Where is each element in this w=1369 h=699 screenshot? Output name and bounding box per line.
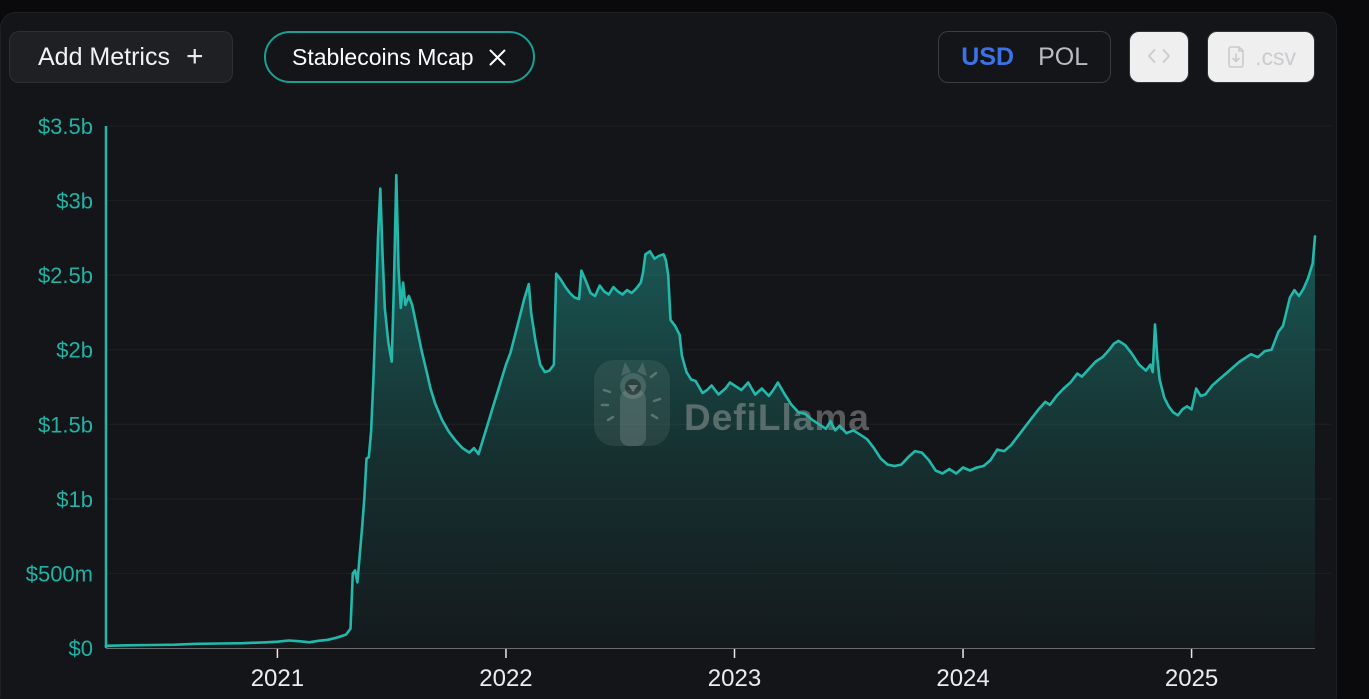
x-tick-label: 2025 [1165, 665, 1218, 692]
plus-icon: + [185, 40, 204, 73]
y-tick-label: $3.5b [38, 114, 93, 139]
metric-pill-label: Stablecoins Mcap [292, 43, 474, 70]
y-tick-label: $0 [69, 636, 93, 661]
x-tick-label: 2023 [708, 665, 761, 692]
code-icon [1146, 46, 1172, 69]
embed-code-button[interactable] [1129, 31, 1190, 83]
chart-card: Add Metrics + Stablecoins Mcap USD POL [0, 12, 1337, 699]
add-metrics-button[interactable]: Add Metrics + [9, 31, 233, 83]
x-tick-label: 2022 [479, 665, 532, 692]
y-tick-label: $1.5b [38, 412, 93, 437]
area-line [104, 173, 1317, 648]
stablecoins-mcap-chart[interactable]: DefiLlama 2021 2022 2023 2024 2025 $3.5b $3b $2.… [1, 13, 1338, 699]
file-download-icon [1226, 45, 1246, 69]
llama-logo [594, 360, 670, 446]
currency-option-pol[interactable]: POL [1038, 42, 1089, 71]
add-metrics-label: Add Metrics [38, 42, 170, 71]
y-tick-label: $3b [56, 189, 93, 214]
area-fill [106, 175, 1315, 648]
y-tick-label: $2b [56, 338, 93, 363]
watermark-text: DefiLlama [684, 397, 870, 438]
metric-pill-stablecoins-mcap[interactable]: Stablecoins Mcap [264, 31, 535, 83]
currency-toggle: USD POL [938, 31, 1112, 83]
toolbar: Add Metrics + Stablecoins Mcap USD POL [1, 13, 1336, 101]
y-tick-label: $500m [26, 561, 93, 586]
x-tick-label: 2024 [936, 665, 989, 692]
toolbar-right-group: USD POL [938, 31, 1315, 83]
currency-option-usd[interactable]: USD [961, 42, 1015, 71]
y-tick-label: $2.5b [38, 263, 93, 288]
y-tick-label: $1b [56, 487, 93, 512]
download-csv-button[interactable]: .csv [1207, 31, 1315, 83]
defillama-watermark: DefiLlama [594, 360, 870, 446]
csv-button-label: .csv [1255, 43, 1296, 70]
close-icon[interactable] [488, 48, 507, 67]
x-tick-label: 2021 [251, 665, 304, 692]
